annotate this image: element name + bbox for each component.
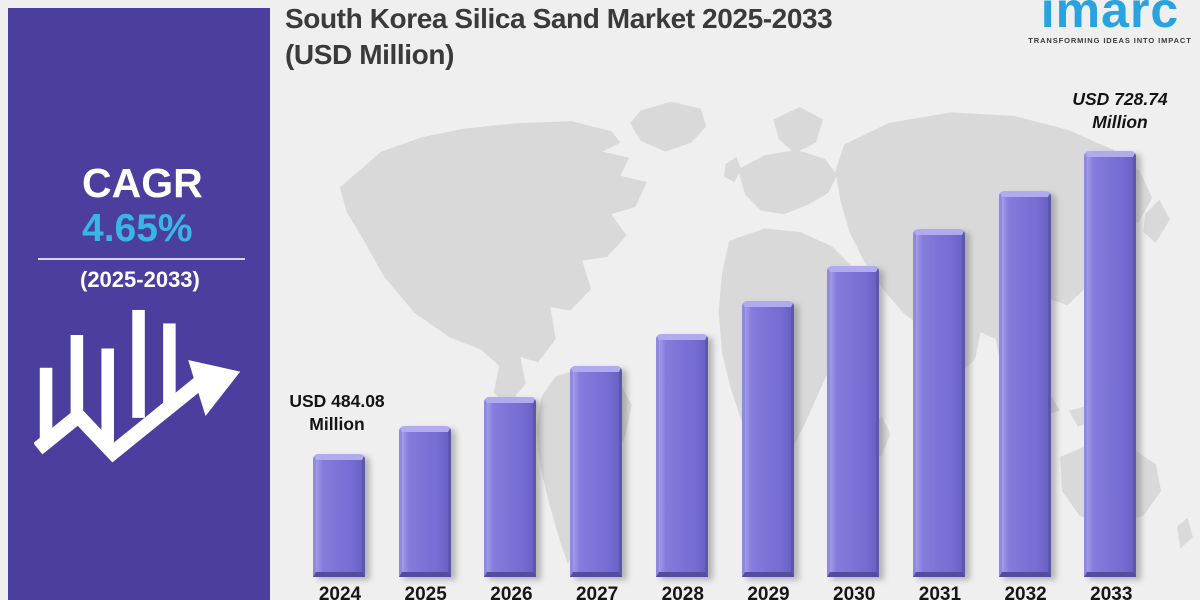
- chart-title: South Korea Silica Sand Market 2025-2033…: [285, 1, 1045, 73]
- imarc-logo: imarc TRANSFORMING IDEAS INTO IMPACT: [1026, 0, 1194, 45]
- value-label-2033-line2: Million: [1092, 112, 1148, 132]
- cagr-panel: CAGR 4.65% (2025-2033): [8, 8, 270, 600]
- divider-line: [38, 258, 245, 260]
- bar-2033: [1084, 151, 1137, 577]
- bar-column-2028: 2028: [649, 0, 717, 600]
- bar-column-2025: 2025: [392, 0, 460, 600]
- x-axis-label-2032: 2032: [1004, 584, 1047, 600]
- x-axis-label-2033: 2033: [1090, 584, 1133, 600]
- value-label-2033-line1: USD 728.74: [1072, 89, 1168, 109]
- bar-2024: [313, 454, 365, 577]
- bar-column-2032: 2032: [992, 0, 1060, 600]
- x-axis-label-2027: 2027: [575, 584, 619, 600]
- value-label-2024-line1: USD 484.08: [289, 391, 385, 411]
- x-axis-label-2029: 2029: [747, 584, 790, 600]
- bar-column-2030: 2030: [820, 0, 888, 600]
- imarc-logo-wordmark: imarc: [1040, 0, 1180, 38]
- bar-2028: [655, 334, 708, 577]
- bar-column-2029: 2029: [735, 0, 803, 600]
- x-axis-label-2026: 2026: [490, 584, 533, 600]
- growth-chart-icon: [34, 309, 241, 463]
- value-label-2024-line2: Million: [309, 414, 365, 434]
- bar-column-2033: 2033: [1077, 0, 1145, 600]
- value-label-2033: USD 728.74 Million: [1045, 88, 1195, 134]
- value-label-2024: USD 484.08 Million: [262, 390, 412, 436]
- x-axis-label-2031: 2031: [918, 584, 962, 600]
- bar-2031: [912, 229, 965, 577]
- chart-title-line1: South Korea Silica Sand Market 2025-2033: [285, 3, 833, 34]
- x-axis-label-2024: 2024: [318, 584, 362, 600]
- bar-column-2031: 2031: [906, 0, 974, 600]
- x-axis-label-2028: 2028: [661, 584, 704, 600]
- bar-2025: [398, 426, 451, 577]
- imarc-logo-tagline: TRANSFORMING IDEAS INTO IMPACT: [1028, 36, 1192, 45]
- bar-2029: [741, 301, 794, 577]
- bar-column-2027: 2027: [563, 0, 631, 600]
- cagr-label: CAGR: [82, 160, 203, 206]
- chart-title-line2: (USD Million): [285, 39, 454, 70]
- bar-2026: [484, 397, 537, 577]
- bar-column-2026: 2026: [477, 0, 545, 600]
- cagr-value: 4.65%: [82, 207, 193, 250]
- bar-2027: [570, 366, 623, 577]
- cagr-period: (2025-2033): [80, 267, 200, 292]
- x-axis-label-2030: 2030: [833, 584, 876, 600]
- bar-column-2024: 2024: [306, 0, 374, 600]
- bar-2032: [998, 191, 1051, 577]
- bar-2030: [827, 266, 880, 577]
- x-axis-label-2025: 2025: [404, 584, 447, 600]
